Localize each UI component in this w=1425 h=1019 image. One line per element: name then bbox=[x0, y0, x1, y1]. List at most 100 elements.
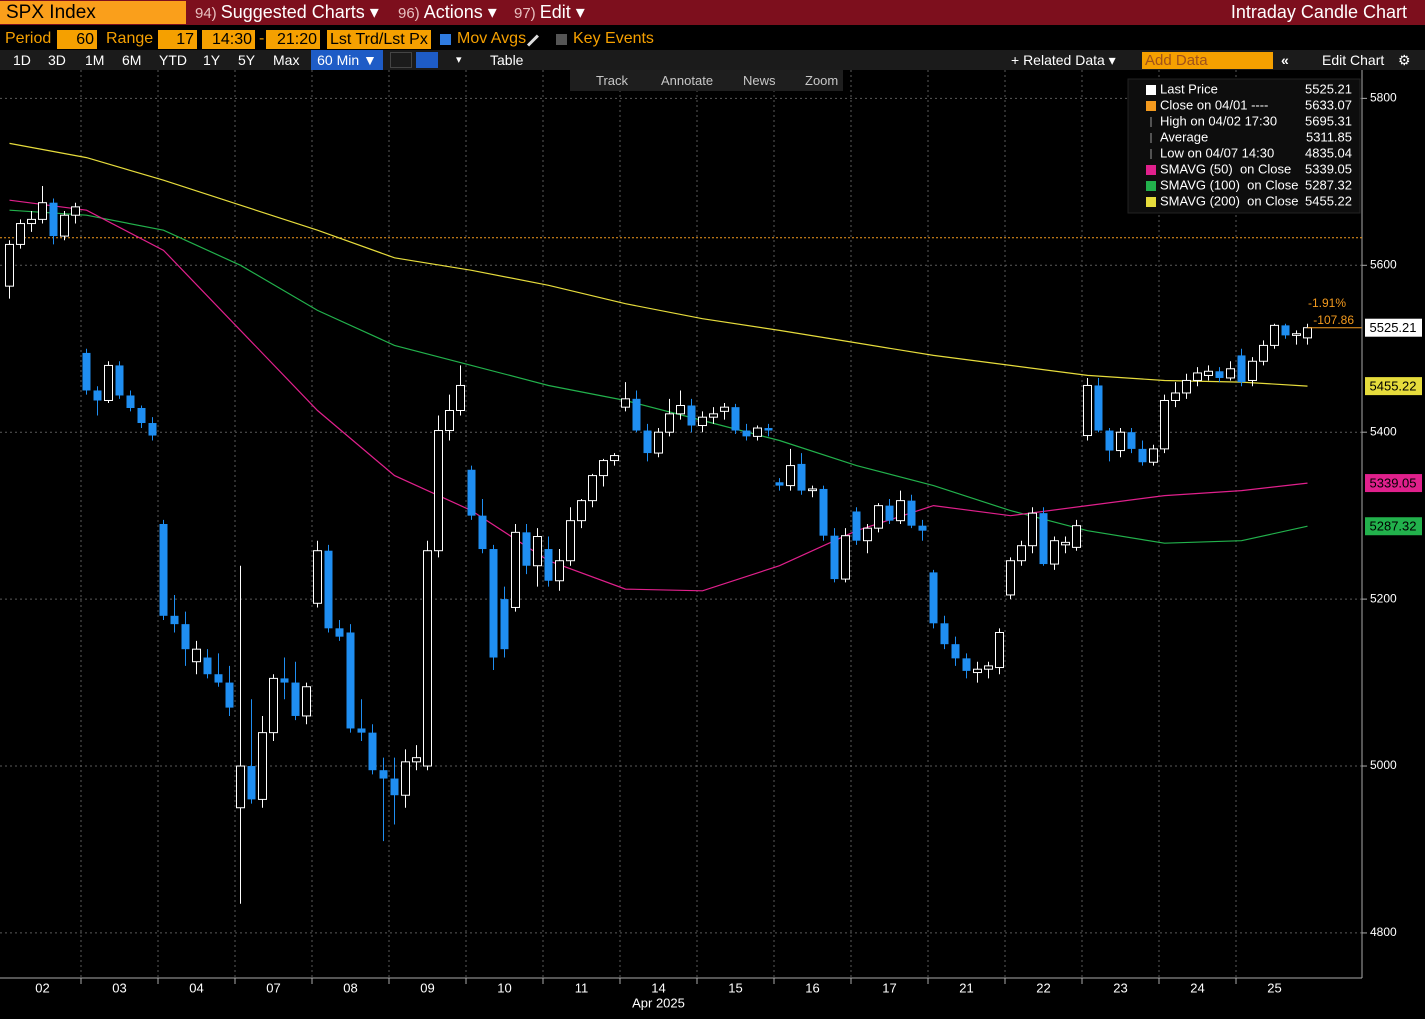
candle-body bbox=[1116, 431, 1125, 452]
range-button[interactable]: 5Y bbox=[238, 52, 256, 68]
candle-body bbox=[577, 500, 586, 522]
menu-label: Suggested Charts bbox=[220, 2, 365, 22]
start-time-input[interactable]: 14:30 bbox=[202, 30, 255, 49]
candle-body bbox=[236, 765, 245, 809]
candle-body bbox=[71, 206, 80, 216]
x-tick-label: 23 bbox=[1113, 980, 1127, 995]
range-button[interactable]: 6M bbox=[122, 52, 142, 68]
collapse-button[interactable]: « bbox=[1281, 52, 1289, 68]
period-input[interactable]: 60 bbox=[57, 30, 97, 49]
candle-body bbox=[456, 384, 465, 411]
related-data-button[interactable]: + Related Data ▾ bbox=[1011, 52, 1116, 68]
time-separator: - bbox=[259, 30, 265, 47]
menu-item[interactable]: 97) Edit ▾ bbox=[514, 2, 585, 22]
candle-body bbox=[929, 572, 938, 624]
x-tick-label: 02 bbox=[35, 980, 49, 995]
legend-label: SMAVG (50) on Close bbox=[1160, 161, 1291, 176]
checkbox-checked[interactable] bbox=[440, 34, 451, 45]
candle-body bbox=[335, 628, 344, 637]
end-time-input[interactable]: 21:20 bbox=[266, 30, 320, 49]
x-tick-label: 17 bbox=[882, 980, 896, 995]
y-tick-label: 5600 bbox=[1370, 257, 1397, 271]
y-tick-label: 5800 bbox=[1370, 91, 1397, 105]
candle-body bbox=[720, 406, 729, 412]
chart-type-dropdown[interactable]: ▾ bbox=[456, 54, 462, 66]
table-button[interactable]: Table bbox=[490, 52, 524, 68]
tool-button[interactable]: Zoom bbox=[805, 73, 839, 88]
interval-select[interactable]: 60 Min ▼ bbox=[311, 50, 383, 70]
menu-item[interactable]: 94) Suggested Charts ▾ bbox=[195, 2, 379, 22]
candle-body bbox=[159, 524, 168, 616]
candle-body bbox=[742, 430, 751, 437]
candle-body bbox=[555, 560, 564, 582]
candle-body bbox=[390, 778, 399, 796]
settings-icon[interactable]: ⚙ bbox=[1398, 52, 1411, 68]
y-tick-label: 4800 bbox=[1370, 925, 1397, 939]
candle-body bbox=[1204, 370, 1213, 376]
legend-value: 5455.22 bbox=[1305, 193, 1352, 208]
candle-body bbox=[995, 631, 1004, 669]
tool-button[interactable]: Track bbox=[596, 73, 629, 88]
candle-body bbox=[1303, 327, 1312, 339]
range-button[interactable]: YTD bbox=[159, 52, 187, 68]
ticker-field[interactable]: SPX Index bbox=[0, 1, 186, 24]
x-tick-label: 11 bbox=[575, 980, 589, 995]
add-data-input[interactable]: Add Data bbox=[1142, 52, 1273, 69]
candle-body bbox=[1281, 325, 1290, 336]
checkbox[interactable] bbox=[556, 34, 567, 45]
mov-avgs-label: Mov Avgs bbox=[457, 30, 527, 47]
key-events-label: Key Events bbox=[573, 30, 654, 47]
plot-area bbox=[0, 70, 1362, 978]
legend-label: Average bbox=[1160, 129, 1208, 144]
moving-average-line bbox=[9, 199, 1308, 592]
candle-body bbox=[38, 202, 47, 220]
candle-body bbox=[16, 223, 25, 245]
candle-body bbox=[973, 668, 982, 674]
candle-body bbox=[1094, 385, 1103, 431]
candle-body bbox=[423, 550, 432, 767]
legend-label: High on 04/02 17:30 bbox=[1160, 113, 1277, 128]
candle-body bbox=[49, 202, 58, 237]
candle-body bbox=[27, 218, 36, 225]
candle-body bbox=[885, 505, 894, 521]
window-title: Intraday Candle Chart bbox=[1230, 2, 1407, 22]
candle-body bbox=[104, 364, 113, 401]
x-tick-label: 22 bbox=[1036, 980, 1050, 995]
tool-button[interactable]: Annotate bbox=[661, 73, 714, 88]
candle-body bbox=[1072, 525, 1081, 548]
candle-body bbox=[1215, 371, 1224, 378]
candle-body bbox=[82, 352, 91, 391]
menu-number: 94) bbox=[195, 5, 217, 22]
candle-body bbox=[1259, 344, 1268, 362]
range-button[interactable]: 3D bbox=[48, 52, 66, 68]
x-axis-month: Apr 2025 bbox=[632, 995, 685, 1010]
range-button[interactable]: Max bbox=[273, 52, 300, 68]
price-tag bbox=[1365, 517, 1422, 536]
menu-item[interactable]: 96) Actions ▾ bbox=[398, 2, 497, 22]
range-button[interactable]: 1M bbox=[85, 52, 105, 68]
candle-body bbox=[1171, 392, 1180, 401]
x-tick-label: 16 bbox=[805, 980, 819, 995]
candle-body bbox=[819, 488, 828, 536]
moving-average-line bbox=[9, 209, 1308, 544]
range-button[interactable]: 1D bbox=[13, 52, 31, 68]
chart-toolbar bbox=[570, 70, 843, 91]
candle-body bbox=[764, 428, 773, 431]
candle-body bbox=[643, 430, 652, 454]
price-tag-label: 5287.32 bbox=[1370, 519, 1417, 534]
range-input[interactable]: 17 bbox=[158, 30, 197, 49]
range-button[interactable]: 1Y bbox=[203, 52, 221, 68]
tool-button[interactable]: News bbox=[743, 73, 776, 88]
candle-body bbox=[324, 550, 333, 629]
legend-swatch bbox=[1146, 165, 1156, 175]
candle-chart-icon[interactable] bbox=[416, 52, 438, 68]
candle-body bbox=[775, 482, 784, 486]
candle-body bbox=[258, 732, 267, 800]
line-chart-icon[interactable] bbox=[390, 52, 412, 68]
price-field-select[interactable]: Lst Trd/Lst Px bbox=[327, 30, 431, 49]
candle-body bbox=[148, 423, 157, 436]
legend-label: SMAVG (200) on Close bbox=[1160, 193, 1298, 208]
edit-chart-button[interactable]: Edit Chart bbox=[1322, 52, 1385, 68]
candle-body bbox=[687, 405, 696, 426]
